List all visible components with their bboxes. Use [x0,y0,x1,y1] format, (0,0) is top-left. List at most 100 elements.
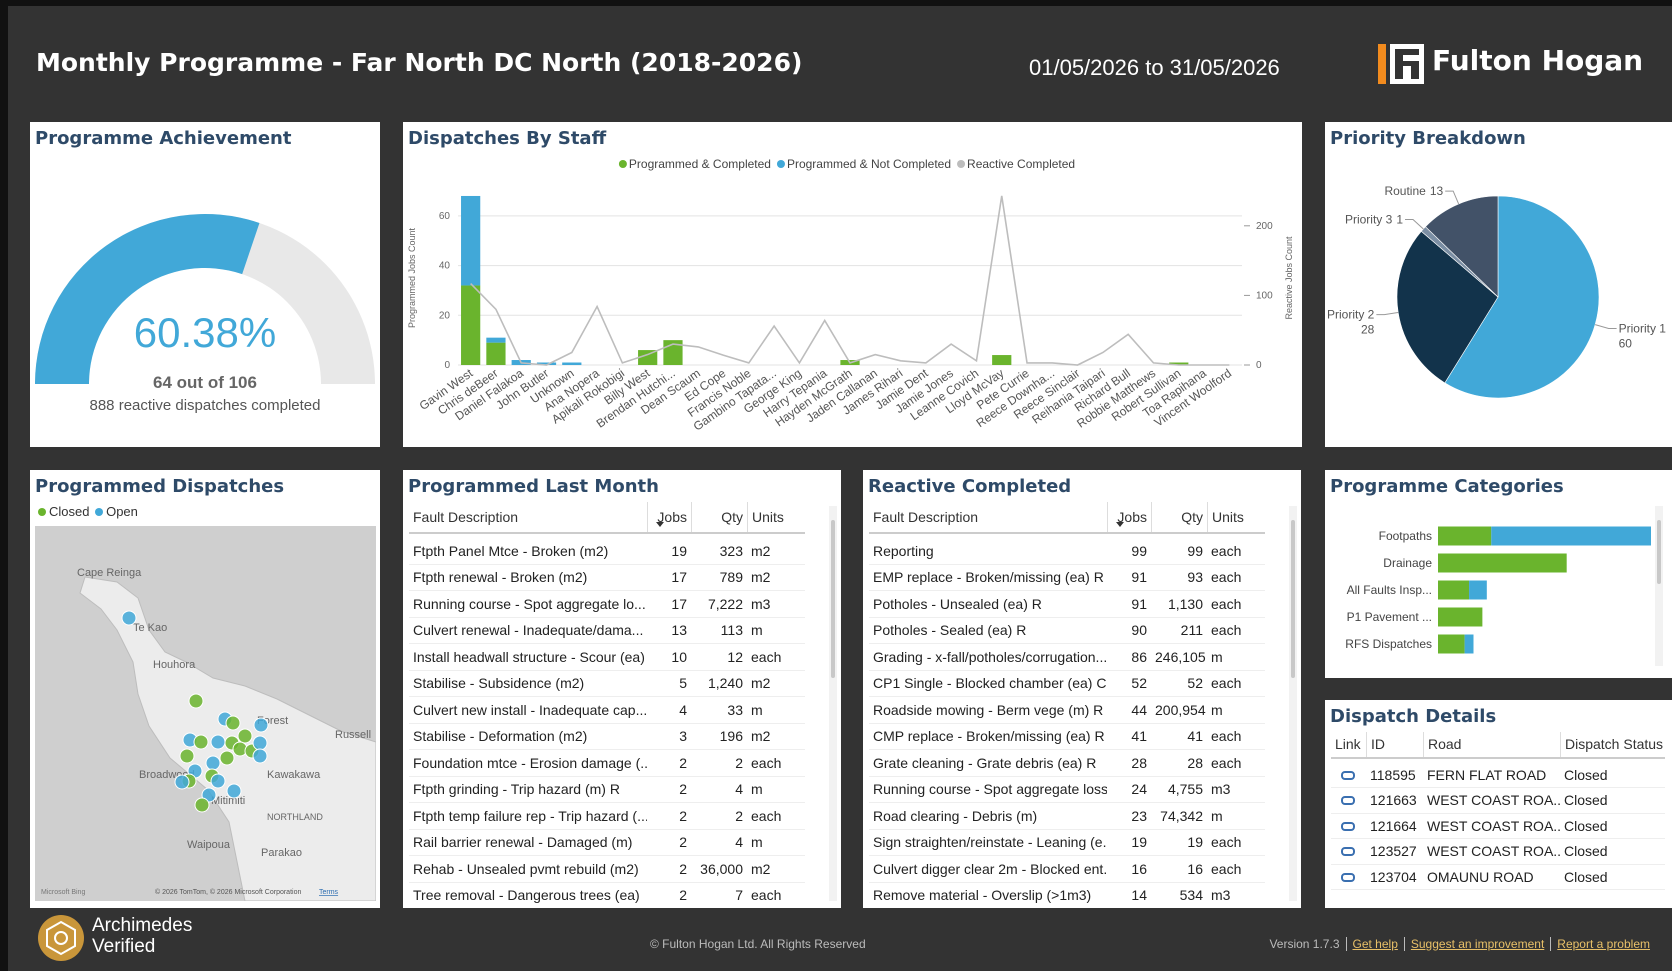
table-cell: each [1207,755,1265,771]
footer-link[interactable]: Suggest an improvement [1404,937,1550,951]
map-dot[interactable] [195,798,209,812]
table-cell: 123704 [1366,869,1423,885]
link-icon[interactable] [1331,767,1366,783]
column-header[interactable]: Units [1207,502,1265,532]
y-tick-label: 0 [444,360,450,371]
table-cell: Ftpth temp failure rep - Trip hazard (..… [409,808,647,824]
table-cell: each [747,887,805,903]
column-header[interactable]: Qty [1151,502,1207,532]
column-header[interactable]: Dispatch Status [1560,732,1665,757]
table-header: Fault DescriptionJobsQtyUnits [869,502,1265,534]
map-dot[interactable] [211,735,225,749]
table-cell: each [1207,728,1265,744]
table-cell: 2 [647,808,691,824]
y-tick-label: 20 [439,310,451,321]
link-icon[interactable] [1331,869,1366,885]
map-label: Cape Reinga [77,567,142,579]
table-cell: 41 [1107,728,1151,744]
table-cell: 121664 [1366,818,1423,834]
panel-title: Dispatch Details [1330,706,1496,727]
map-dot[interactable] [175,775,189,789]
table-cell: Ftpth renewal - Broken (m2) [409,569,647,585]
table-cell: 246,105 [1151,649,1207,665]
table-cell: 1,130 [1151,596,1207,612]
table-cell: 33 [691,702,747,718]
table-cell: 14 [1107,887,1151,903]
legend-dot [95,508,103,516]
table-row: 121664WEST COAST ROA...Closed [1331,814,1665,840]
table-cell: Install headwall structure - Scour (ea) [409,649,647,665]
table-cell: each [1207,596,1265,612]
panel-title: Programmed Last Month [408,476,659,497]
bar [1491,527,1651,546]
column-header[interactable]: Fault Description [869,502,1107,532]
table-cell: FERN FLAT ROAD [1423,767,1560,783]
table-cell: m [1207,702,1265,718]
map-dot[interactable] [254,718,268,732]
column-header[interactable]: Qty [691,502,747,532]
map-dot[interactable] [227,784,241,798]
column-header[interactable]: Link [1331,732,1366,757]
scrollbar[interactable] [829,506,837,901]
legend-marker [957,160,965,168]
column-header[interactable]: Jobs [647,502,691,532]
link-icon[interactable] [1331,818,1366,834]
logo-stroke [1411,61,1419,79]
column-header[interactable]: Jobs [1107,502,1151,532]
map-dot[interactable] [180,749,194,763]
map-terms[interactable]: Terms [319,889,339,896]
bar [1438,608,1482,627]
map-dot[interactable] [189,694,203,708]
y-tick-label: 40 [439,261,451,272]
table-cell: each [747,755,805,771]
legend-dot [38,508,46,516]
table-cell: 196 [691,728,747,744]
scrollbar[interactable] [1289,506,1297,901]
table-cell: Closed [1560,843,1665,859]
table-row: Remove material - Overslip (>1m3)14534m3 [869,883,1265,909]
table-cell: Stabilise - Deformation (m2) [409,728,647,744]
table-row: Reporting9999each [869,538,1265,565]
footer-link[interactable]: Report a problem [1550,937,1656,951]
map-dot[interactable] [253,736,267,750]
table-cell: 211 [1151,622,1207,638]
table-row: Roadside mowing - Berm vege (m) R44200,9… [869,697,1265,724]
table-cell: m [1207,808,1265,824]
table-header: LinkIDRoadDispatch Status [1331,732,1665,759]
column-header[interactable]: Fault Description [409,502,647,532]
link-icon[interactable] [1331,843,1366,859]
table-cell: Culvert new install - Inadequate cap... [409,702,647,718]
map-dot[interactable] [226,716,240,730]
column-header[interactable]: Road [1423,732,1560,757]
footer-link[interactable]: Get help [1346,937,1404,951]
y2-axis-title: Reactive Jobs Count [1284,236,1294,320]
link-icon[interactable] [1331,792,1366,808]
slice-value: 60 [1619,336,1633,350]
table-cell: 2 [647,755,691,771]
map-dot[interactable] [194,735,208,749]
table-cell: WEST COAST ROA... [1423,843,1560,859]
leader-line [1376,312,1398,314]
map-dot[interactable] [206,756,220,770]
table-cell: Running course - Spot aggregate lo... [409,596,647,612]
map-dot[interactable] [122,611,136,625]
scrollbar[interactable] [1655,506,1663,666]
map-dot[interactable] [220,751,234,765]
slice-value: 1 [1396,213,1403,227]
badge-line: Verified [92,936,192,957]
slice-value: 28 [1361,323,1375,337]
column-header[interactable]: ID [1366,732,1423,757]
panel-title: Programmed Dispatches [35,476,284,497]
table-cell: 118595 [1366,767,1423,783]
leader-line [1595,325,1616,329]
map-dot[interactable] [238,729,252,743]
table-cell: 12 [691,649,747,665]
map[interactable]: Cape Reinga Te Kao Houhora Broadwood For… [35,526,376,901]
map-dot[interactable] [253,749,267,763]
slice-name: Priority 3 [1345,213,1393,227]
table-cell: 16 [1107,861,1151,877]
table-cell: 17 [647,569,691,585]
column-header[interactable]: Units [747,502,805,532]
map-dot[interactable] [211,774,225,788]
